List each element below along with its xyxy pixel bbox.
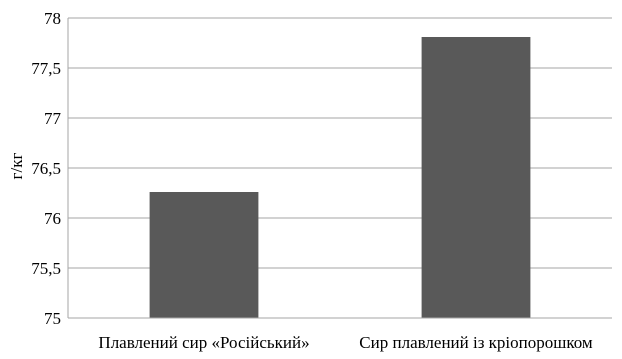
- y-tick-label: 77: [44, 109, 62, 128]
- x-tick-labels: Плавлений сир «Російський» Сир плавлений …: [98, 333, 593, 352]
- bar: [421, 37, 531, 318]
- y-axis-label: г/кг: [7, 153, 26, 180]
- y-tick-label: 75: [44, 309, 61, 328]
- x-tick-label: Сир плавлений із кріопорошком: [359, 333, 593, 352]
- y-tick-label: 78: [44, 9, 61, 28]
- axes: [67, 18, 612, 319]
- y-tick-label: 76: [44, 209, 61, 228]
- y-tick-labels: 75 75,5 76 76,5 77 77,5 78: [31, 9, 61, 328]
- bar: [149, 192, 259, 318]
- y-tick-label: 77,5: [31, 59, 61, 78]
- y-tick-label: 75,5: [31, 259, 61, 278]
- y-tick-label: 76,5: [31, 159, 61, 178]
- bars: [149, 37, 531, 318]
- x-tick-label: Плавлений сир «Російський»: [98, 333, 309, 352]
